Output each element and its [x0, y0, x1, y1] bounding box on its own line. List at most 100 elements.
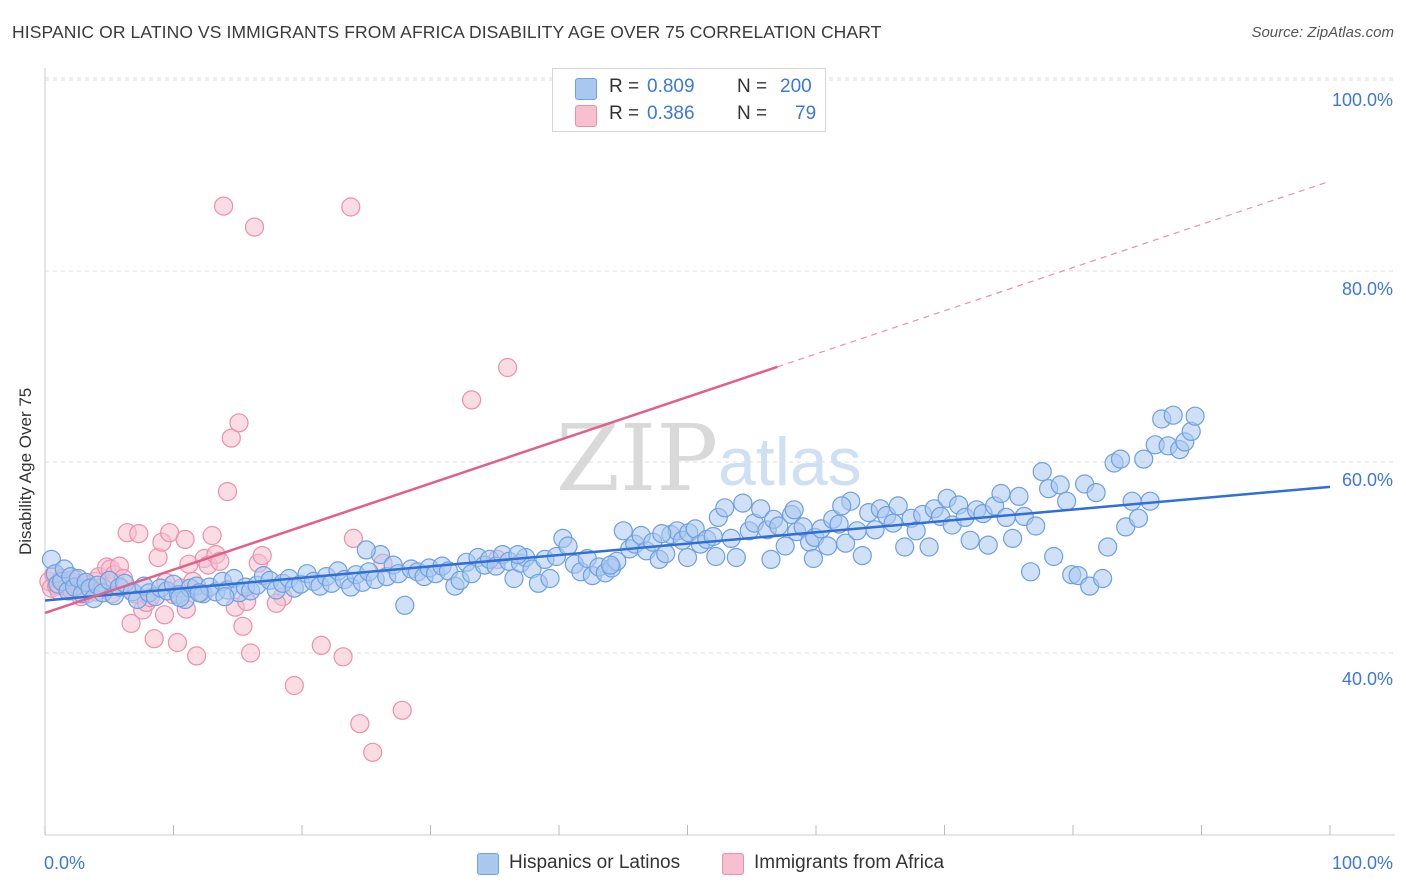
data-point	[129, 523, 149, 544]
data-point	[883, 513, 903, 533]
data-point	[1009, 486, 1029, 506]
watermark-atlas: atlas	[718, 424, 862, 500]
data-point	[991, 483, 1011, 504]
data-point	[187, 646, 207, 666]
data-point	[1128, 508, 1149, 528]
legend-r-value: 0.386	[647, 103, 695, 124]
data-point	[1026, 516, 1046, 536]
data-point	[350, 714, 370, 734]
trend-line-africa	[44, 365, 778, 615]
data-point	[229, 413, 249, 433]
data-point	[919, 537, 939, 557]
trend-line-africa-extension	[777, 180, 1331, 368]
data-point	[1110, 449, 1131, 469]
legend-swatch-blue	[575, 78, 597, 100]
watermark: ZIP atlas	[556, 405, 862, 512]
legend-row-africa: R = 0.386 N = 79	[575, 103, 817, 127]
grid-layer	[45, 77, 1395, 654]
data-point	[1098, 537, 1118, 557]
legend-row-hispanics: R = 0.809 N = 200	[575, 76, 815, 100]
data-point	[865, 520, 885, 540]
y-tick-label: 100.0%	[1332, 90, 1393, 110]
legend-r-label: R =	[609, 103, 640, 124]
data-point	[233, 616, 253, 636]
data-point	[835, 533, 856, 553]
data-point	[895, 537, 915, 557]
data-point	[252, 545, 272, 566]
data-point	[215, 587, 235, 607]
data-point	[652, 523, 672, 544]
data-point	[1032, 462, 1052, 482]
data-point	[508, 544, 528, 565]
legend-n-value: 79	[795, 103, 817, 124]
data-point	[613, 521, 633, 541]
data-point	[395, 595, 415, 615]
data-point	[341, 197, 361, 217]
data-point	[1020, 562, 1041, 582]
data-point	[144, 629, 164, 649]
data-point	[241, 643, 261, 663]
data-point	[167, 632, 187, 653]
watermark-zip: ZIP	[556, 405, 718, 512]
data-point	[832, 496, 852, 516]
data-point	[356, 540, 376, 560]
y-axis-label: Disability Age Over 75	[16, 387, 35, 555]
data-point	[1050, 475, 1070, 495]
data-point	[121, 613, 141, 634]
legend-n-value: 200	[780, 76, 812, 97]
legend-swatch-pink	[722, 853, 744, 875]
data-point	[1122, 491, 1142, 511]
data-point	[217, 482, 238, 502]
data-point	[726, 547, 746, 568]
axes-layer	[44, 68, 1395, 836]
data-point	[817, 536, 838, 556]
data-point	[706, 546, 726, 567]
data-point	[343, 528, 363, 549]
data-point	[333, 647, 353, 667]
data-point	[847, 521, 867, 541]
y-tick-label: 40.0%	[1342, 669, 1393, 689]
data-point	[960, 530, 980, 550]
data-point	[498, 357, 518, 378]
legend-swatch-pink	[575, 105, 597, 127]
data-point	[1044, 546, 1064, 567]
legend-label: Hispanics or Latinos	[509, 852, 681, 873]
data-point	[600, 555, 621, 575]
data-point	[214, 196, 234, 216]
series-legend: Hispanics or Latinos Immigrants from Afr…	[0, 852, 1406, 876]
data-point	[392, 700, 412, 720]
source-credit: Source: ZipAtlas.com	[1251, 24, 1394, 41]
data-point	[996, 507, 1016, 528]
data-point	[462, 390, 482, 410]
legend-n-label: N =	[737, 76, 768, 97]
data-point	[1002, 528, 1023, 549]
legend-swatch-blue	[477, 853, 499, 875]
data-point	[170, 587, 190, 608]
data-point	[311, 635, 331, 656]
data-point	[1185, 406, 1205, 426]
data-point	[751, 499, 771, 519]
data-point	[852, 545, 872, 566]
data-point	[761, 549, 781, 570]
data-point	[978, 535, 998, 555]
data-point	[175, 529, 195, 550]
data-point	[656, 544, 676, 564]
data-point	[202, 525, 222, 546]
data-point	[154, 605, 175, 625]
legend-n-label: N =	[737, 103, 768, 124]
data-point	[221, 428, 241, 448]
data-point	[284, 675, 304, 696]
data-point	[1086, 483, 1106, 503]
data-point	[244, 217, 265, 237]
data-point	[784, 500, 804, 520]
data-point	[1056, 491, 1077, 511]
legend-label: Immigrants from Africa	[754, 852, 945, 873]
legend-r-value: 0.809	[647, 76, 695, 97]
data-point	[1092, 568, 1113, 589]
data-point	[540, 568, 560, 589]
data-point	[715, 498, 735, 518]
chart-title: HISPANIC OR LATINO VS IMMIGRANTS FROM AF…	[12, 22, 882, 42]
correlation-legend: R = 0.809 N = 200 R = 0.386 N = 79	[552, 68, 826, 132]
x-tick-label: 100.0%	[1332, 853, 1393, 873]
